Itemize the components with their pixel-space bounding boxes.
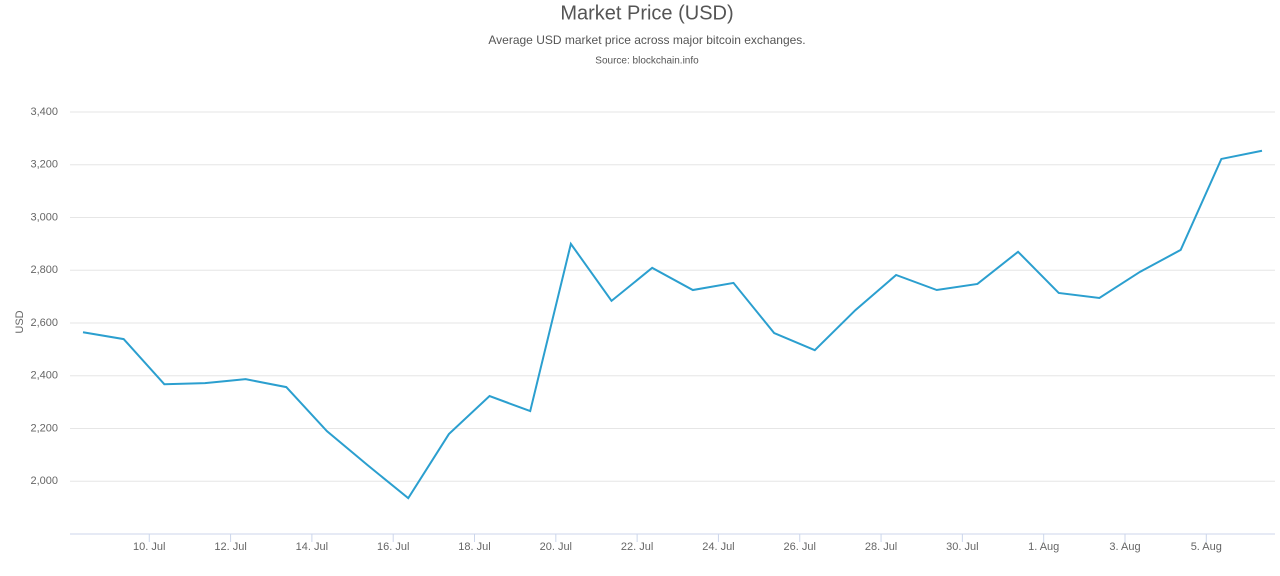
x-tick-label: 5. Aug: [1191, 541, 1222, 553]
y-axis-title: USD: [14, 310, 26, 333]
y-tick-label: 2,600: [30, 317, 58, 329]
y-tick-label: 2,400: [30, 370, 58, 382]
y-tick-label: 2,200: [30, 422, 58, 434]
y-tick-label: 3,200: [30, 159, 58, 171]
chart-title: Market Price (USD): [560, 2, 733, 24]
x-tick-label: 12. Jul: [214, 541, 246, 553]
y-tick-label: 3,400: [30, 106, 58, 118]
x-tick-label: 1. Aug: [1028, 541, 1059, 553]
chart-source: Source: blockchain.info: [595, 56, 699, 67]
x-tick-label: 28. Jul: [865, 541, 897, 553]
x-tick-label: 16. Jul: [377, 541, 409, 553]
chart-subtitle: Average USD market price across major bi…: [488, 33, 805, 47]
y-tick-label: 3,000: [30, 211, 58, 223]
x-tick-label: 26. Jul: [784, 541, 816, 553]
x-tick-label: 30. Jul: [946, 541, 978, 553]
x-tick-label: 10. Jul: [133, 541, 165, 553]
x-tick-label: 20. Jul: [540, 541, 572, 553]
price-line: [82, 149, 1263, 500]
x-tick-label: 3. Aug: [1109, 541, 1140, 553]
x-tick-label: 24. Jul: [702, 541, 734, 553]
y-tick-label: 2,000: [30, 475, 58, 487]
x-tick-label: 22. Jul: [621, 541, 653, 553]
x-tick-label: 18. Jul: [458, 541, 490, 553]
x-tick-label: 14. Jul: [296, 541, 328, 553]
y-tick-label: 2,800: [30, 264, 58, 276]
